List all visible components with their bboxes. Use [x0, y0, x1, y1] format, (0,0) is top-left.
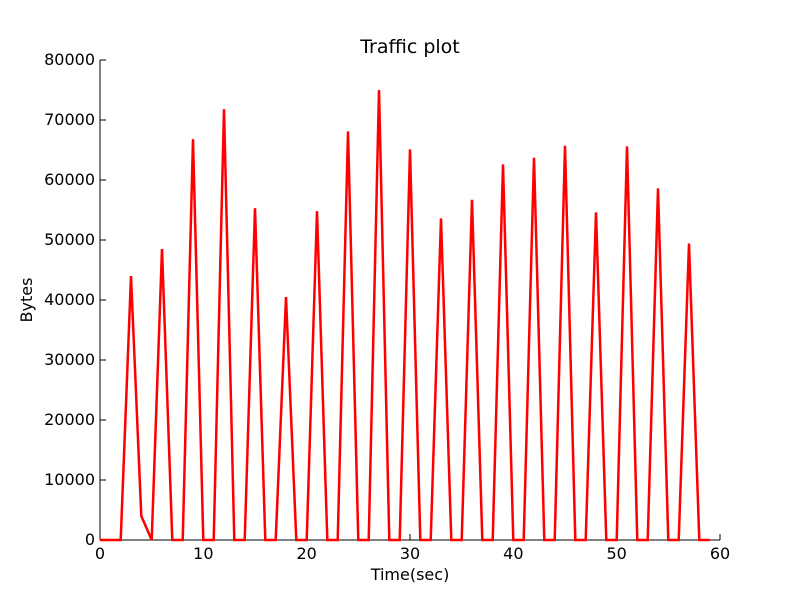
y-tick-label: 70000	[44, 110, 95, 129]
x-tick-label: 60	[710, 544, 730, 563]
x-tick-label: 50	[606, 544, 626, 563]
y-tick-label: 80000	[44, 50, 95, 69]
x-tick-label: 0	[95, 544, 105, 563]
x-axis-ticks: 0 10 20 30 40 50 60	[95, 534, 730, 563]
y-tick-label: 30000	[44, 350, 95, 369]
y-axis-ticks: 0 10000 20000 30000 40000 50000 60000 70000 8000…	[44, 50, 106, 549]
y-tick-label: 20000	[44, 410, 95, 429]
x-tick-label: 10	[193, 544, 213, 563]
traffic-series-line	[100, 89, 710, 542]
y-tick-label: 40000	[44, 290, 95, 309]
x-tick-label: 40	[503, 544, 523, 563]
x-tick-label: 20	[296, 544, 316, 563]
x-axis-label: Time(sec)	[370, 565, 450, 584]
chart-title: Traffic plot	[359, 36, 460, 58]
y-tick-label: 50000	[44, 230, 95, 249]
y-tick-label: 60000	[44, 170, 95, 189]
x-tick-label: 30	[400, 544, 420, 563]
y-axis-label: Bytes	[17, 278, 36, 323]
y-tick-label: 0	[85, 530, 95, 549]
y-tick-label: 10000	[44, 470, 95, 489]
